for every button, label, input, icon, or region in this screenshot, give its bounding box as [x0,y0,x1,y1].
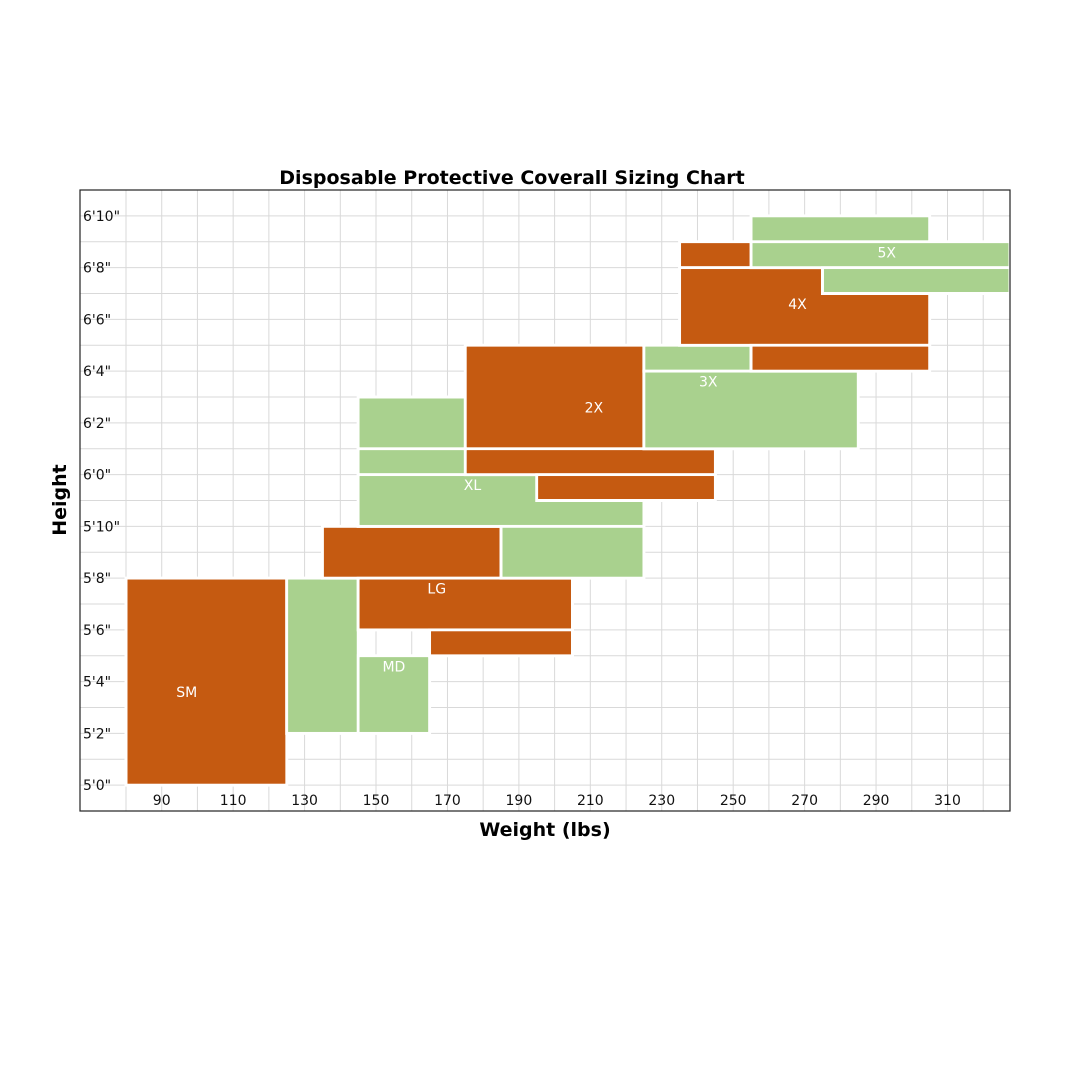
size-zone-fill [645,372,857,448]
x-tick-label: 310 [934,793,961,809]
y-tick-label: 5'10" [83,519,120,535]
y-tick-label: 5'2" [83,726,111,742]
size-zone-fill [359,579,571,629]
y-tick-label: 6'0" [83,468,111,484]
size-zone-lg [320,524,574,658]
plot-frame [79,189,1011,812]
size-label-md: MD [382,659,405,675]
y-tick-label: 6'6" [83,312,111,328]
size-zone-fill [359,398,464,448]
size-zone-3x [642,343,860,451]
x-tick-label: 290 [863,793,890,809]
size-zone-fill [288,579,357,732]
size-label-3x: 3X [699,375,718,391]
x-tick-labels: 90 110 130 150 170 190 210 230 250 270 290 310 [153,793,961,809]
chart-title: Disposable Protective Coverall Sizing Ch… [279,167,744,189]
size-zone-fill [752,243,1009,267]
y-tick-label: 6'8" [83,261,111,277]
size-zone-fill [502,527,643,577]
x-tick-label: 90 [153,793,171,809]
y-tick-label: 6'2" [83,416,111,432]
size-zone-5x [749,214,1012,295]
size-zone-sm [124,576,289,787]
size-zone-fill [359,657,429,732]
size-label-sm: SM [176,685,197,701]
size-zone-2x [463,343,717,502]
x-tick-label: 250 [720,793,747,809]
size-label-4x: 4X [788,297,807,313]
x-tick-label: 130 [291,793,318,809]
x-tick-label: 270 [791,793,818,809]
size-zone-fill [645,346,750,370]
x-tick-label: 170 [434,793,461,809]
y-tick-label: 5'6" [83,623,111,639]
size-zone-fill [431,631,571,655]
y-tick-label: 6'10" [83,209,120,225]
x-tick-label: 110 [220,793,247,809]
size-zone-fill [127,579,286,784]
y-tick-labels: 6'10" 6'8" 6'6" 6'4" 6'2" 6'0" 5'10" 5'8" 5'6" 5'… [83,209,120,794]
y-tick-label: 5'0" [83,778,111,794]
size-zone-fill [823,269,1009,292]
size-zone-fill [752,346,929,370]
x-tick-label: 210 [577,793,604,809]
size-label-xl: XL [464,478,482,494]
size-zone-fill [323,527,500,577]
size-label-2x: 2X [585,401,604,417]
x-tick-label: 190 [506,793,533,809]
size-zone-fill [752,217,929,241]
size-zone-md [285,576,432,735]
y-axis-title: Height [49,464,71,536]
size-zone-fill [466,346,643,448]
size-zones [124,214,1012,787]
size-zone-labels: SM MD LG XL 2X 3X 4X 5X [176,245,896,701]
y-tick-label: 6'4" [83,364,111,380]
size-zone-fill [538,476,714,499]
x-axis-title: Weight (lbs) [479,819,610,841]
x-tick-label: 150 [363,793,390,809]
x-tick-label: 230 [648,793,675,809]
y-tick-label: 5'4" [83,675,111,691]
size-zone-fill [466,450,714,474]
y-tick-label: 5'8" [83,571,111,587]
size-label-lg: LG [427,582,446,598]
size-label-5x: 5X [878,245,897,261]
